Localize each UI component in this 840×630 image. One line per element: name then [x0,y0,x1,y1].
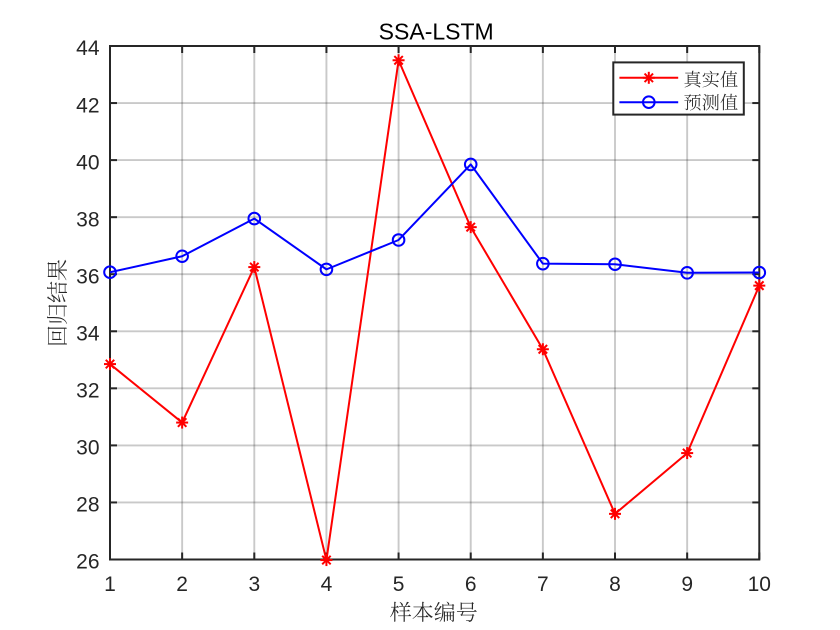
svg-text:40: 40 [76,151,99,174]
svg-text:2: 2 [176,573,188,596]
svg-text:30: 30 [76,437,99,460]
svg-text:1: 1 [104,573,116,596]
svg-text:44: 44 [76,37,100,60]
svg-text:34: 34 [76,322,100,345]
svg-text:36: 36 [76,265,99,288]
svg-text:3: 3 [248,573,260,596]
svg-text:7: 7 [537,573,549,596]
svg-text:5: 5 [393,573,405,596]
svg-text:32: 32 [76,380,99,403]
svg-text:10: 10 [748,573,771,596]
svg-text:42: 42 [76,94,99,117]
svg-text:9: 9 [681,573,693,596]
svg-text:4: 4 [321,573,333,596]
svg-text:26: 26 [76,551,99,574]
svg-text:SSA-LSTM: SSA-LSTM [379,18,494,44]
svg-text:38: 38 [76,208,99,231]
svg-text:28: 28 [76,494,99,517]
svg-text:6: 6 [465,573,477,596]
svg-text:8: 8 [609,573,621,596]
